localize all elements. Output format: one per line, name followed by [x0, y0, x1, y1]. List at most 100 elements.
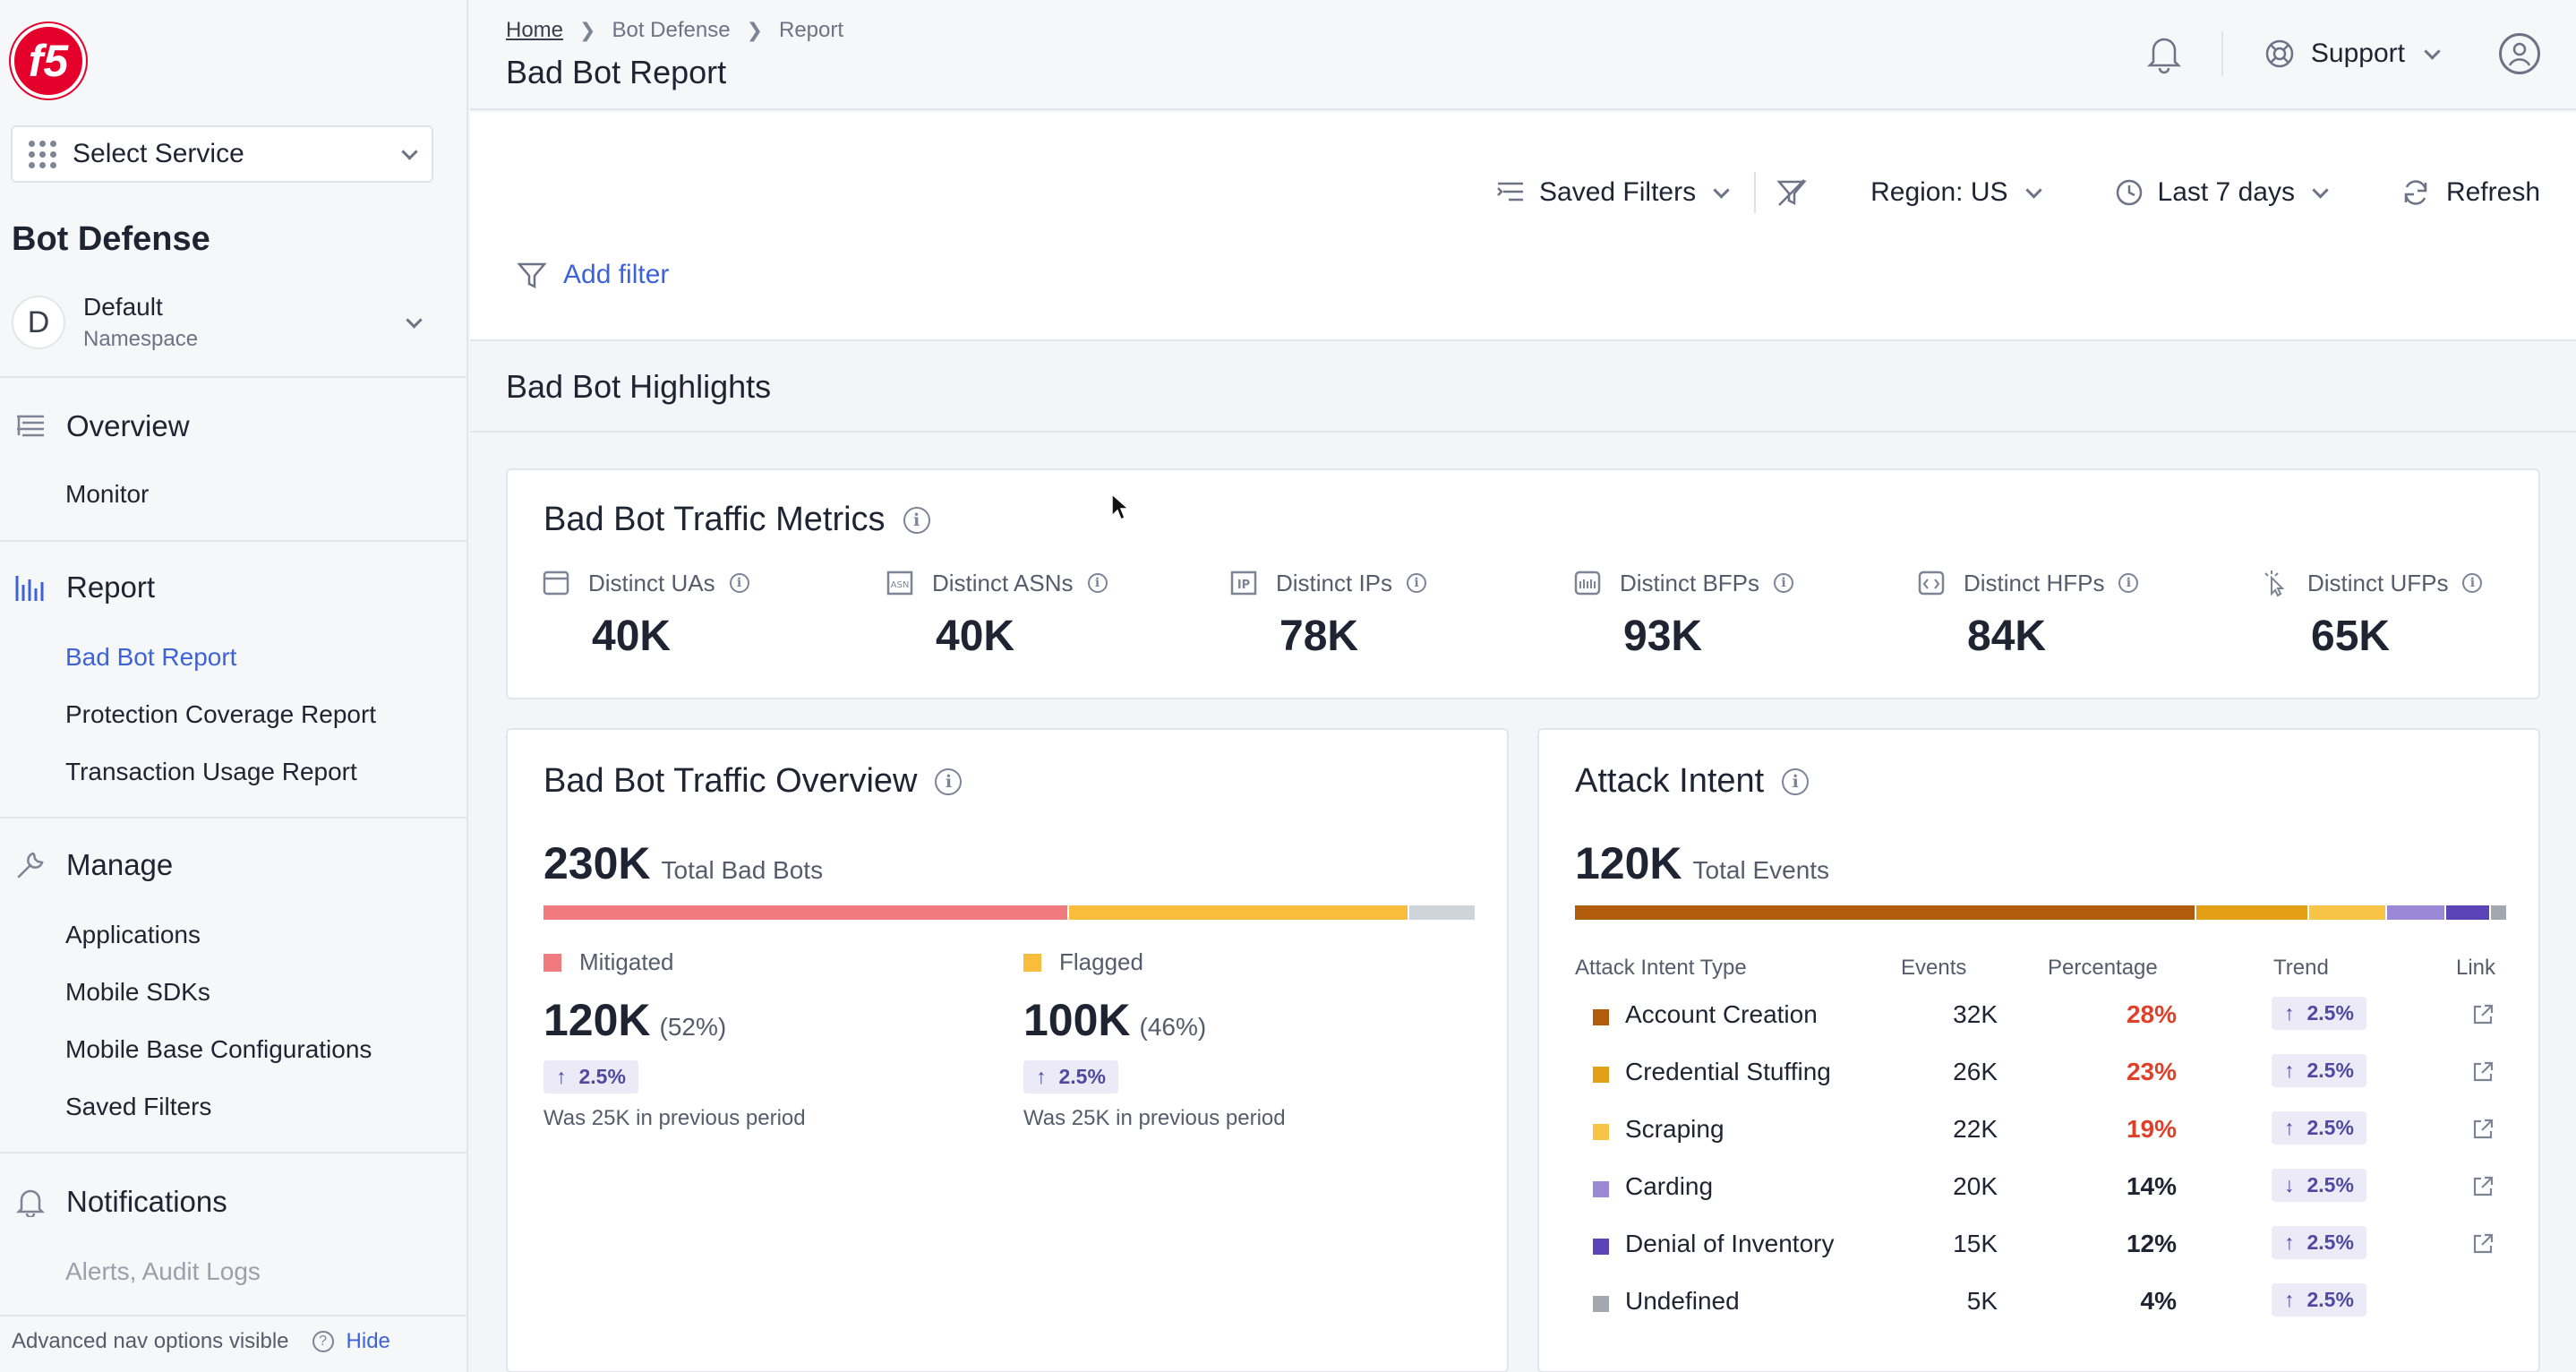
metric-label: Distinct BFPs [1620, 569, 1760, 596]
metric-distinct-ufps: Distinct UFPs i 65K [2261, 569, 2576, 661]
trend-value: 2.5% [2306, 1001, 2354, 1025]
chevron-down-icon [1713, 181, 1730, 199]
nav-item-monitor[interactable]: Monitor [65, 480, 150, 508]
nav-item-saved-filters[interactable]: Saved Filters [65, 1093, 212, 1120]
flagged-percent: (46%) [1139, 1013, 1207, 1041]
external-link-icon[interactable] [2470, 1002, 2495, 1033]
metric-value: 65K [2311, 613, 2391, 660]
pointer-click-icon [2264, 570, 2285, 597]
nav-section-manage[interactable]: Manage [13, 847, 173, 883]
intent-events: 32K [1953, 1000, 1998, 1028]
info-icon[interactable]: i [2118, 573, 2139, 593]
total-bad-bots-label: Total Bad Bots [661, 856, 824, 884]
trend-badge: ↑ 2.5% [2272, 1283, 2366, 1316]
arrow-down-icon: ↓ [2284, 1173, 2295, 1196]
info-icon[interactable]: i [1782, 767, 1810, 795]
info-icon[interactable]: i [1407, 573, 1427, 593]
intent-bar-segment[interactable] [2490, 905, 2507, 920]
report-icon [13, 570, 48, 605]
intent-type-label: Scraping [1625, 1115, 1724, 1143]
nav-section-notifications[interactable]: Notifications [13, 1184, 227, 1220]
traffic-bar-segment[interactable] [1069, 905, 1408, 920]
refresh-label: Refresh [2445, 177, 2540, 207]
metric-value: 40K [936, 613, 1015, 660]
traffic-bar-segment[interactable] [543, 905, 1068, 920]
nav-item-mobile-base-configurations[interactable]: Mobile Base Configurations [65, 1035, 372, 1063]
intent-bar-segment[interactable] [2308, 905, 2386, 920]
trend-value: 2.5% [2306, 1231, 2354, 1254]
intent-percentage: 14% [2126, 1172, 2177, 1200]
column-header: Attack Intent Type [1575, 956, 1747, 980]
refresh-button[interactable]: Refresh [2401, 177, 2540, 208]
intent-bar-segment[interactable] [2387, 905, 2445, 920]
traffic-overview-title: Bad Bot Traffic Overview [543, 762, 918, 800]
saved-filters-icon [1497, 182, 1524, 202]
attack-intent-title: Attack Intent [1575, 762, 1765, 800]
help-icon[interactable]: ? [312, 1331, 334, 1352]
intent-swatch [1593, 1124, 1609, 1140]
metric-label: Distinct IPs [1276, 569, 1393, 596]
intent-bar-segment[interactable] [1575, 905, 2195, 920]
nav-item-mobile-sdks[interactable]: Mobile SDKs [65, 978, 210, 1006]
intent-swatch [1593, 1239, 1609, 1255]
nav-section-overview[interactable]: Overview [13, 408, 190, 444]
trend-value: 2.5% [2306, 1116, 2354, 1139]
breadcrumb-bot-defense[interactable]: Bot Defense [612, 18, 731, 42]
nav-item-protection-coverage-report[interactable]: Protection Coverage Report [65, 700, 377, 728]
f5-logo[interactable]: f5 [11, 23, 86, 99]
chevron-down-icon [2024, 181, 2042, 199]
arrow-up-icon: ↑ [2284, 1059, 2295, 1082]
external-link-icon[interactable] [2470, 1231, 2495, 1263]
user-avatar-icon[interactable] [2499, 33, 2540, 74]
intent-percentage: 12% [2126, 1230, 2177, 1257]
table-row: Undefined 5K 4% ↑ 2.5% [1575, 1283, 2510, 1323]
nav-item-transaction-usage-report[interactable]: Transaction Usage Report [65, 758, 357, 785]
ip-icon: IP [1230, 570, 1257, 596]
add-filter-button[interactable]: Add filter [517, 260, 669, 290]
region-dropdown[interactable]: Region: US [1870, 177, 2042, 208]
apps-grid-icon [29, 140, 56, 168]
info-icon[interactable]: i [729, 573, 749, 593]
clear-filter-icon[interactable] [1776, 176, 1808, 209]
breadcrumb: Home ❯ Bot Defense ❯ Report [506, 18, 843, 43]
external-link-icon[interactable] [2470, 1059, 2495, 1091]
clock-icon [2116, 179, 2142, 206]
support-label: Support [2310, 39, 2405, 68]
metric-label: Distinct HFPs [1964, 569, 2105, 596]
divider [470, 431, 2576, 433]
info-icon[interactable]: i [1087, 573, 1108, 593]
select-service-dropdown[interactable]: Select Service [11, 125, 433, 183]
hide-link[interactable]: Hide [346, 1329, 390, 1353]
nav-item-alerts-audit-logs[interactable]: Alerts, Audit Logs [65, 1257, 261, 1285]
total-bad-bots-value: 230K [543, 838, 651, 888]
external-link-icon[interactable] [2470, 1174, 2495, 1205]
metrics-row: Distinct UAs i 40K ASN Distinct ASNs i 4… [542, 569, 2576, 661]
info-icon[interactable]: i [2462, 573, 2483, 593]
breadcrumb-home[interactable]: Home [506, 18, 564, 42]
intent-events: 20K [1953, 1172, 1998, 1200]
select-service-label: Select Service [73, 139, 244, 168]
nav-section-report[interactable]: Report [13, 570, 155, 605]
nav-section-notifications-label: Notifications [66, 1185, 227, 1218]
namespace-selector[interactable]: D Default Namespace [12, 287, 432, 358]
info-icon[interactable]: i [1774, 573, 1794, 593]
trend-badge: ↑ 2.5% [2272, 997, 2366, 1030]
mitigated-label: Mitigated [579, 948, 674, 975]
traffic-bar-segment[interactable] [1409, 905, 1475, 920]
time-range-dropdown[interactable]: Last 7 days [2115, 177, 2329, 208]
saved-filters-dropdown[interactable]: Saved Filters [1496, 177, 1730, 208]
external-link-icon[interactable] [2470, 1117, 2495, 1148]
intent-bar-segment[interactable] [2196, 905, 2307, 920]
support-menu[interactable]: Support [2264, 39, 2499, 69]
info-icon[interactable]: i [935, 767, 963, 795]
table-row: Account Creation 32K 28% ↑ 2.5% [1575, 997, 2510, 1036]
info-icon[interactable]: i [903, 506, 930, 534]
notifications-bell-icon[interactable] [2146, 33, 2182, 74]
attack-intent-card: Attack Intent i 120K Total Events Attack… [1537, 728, 2540, 1372]
nav-item-applications[interactable]: Applications [65, 921, 201, 948]
divider [0, 376, 468, 378]
intent-bar-segment[interactable] [2446, 905, 2489, 920]
nav-item-bad-bot-report[interactable]: Bad Bot Report [65, 643, 237, 671]
metric-distinct-bfps: Distinct BFPs i 93K [1573, 569, 1917, 661]
attack-intent-type: Denial of Inventory [1593, 1230, 1834, 1258]
